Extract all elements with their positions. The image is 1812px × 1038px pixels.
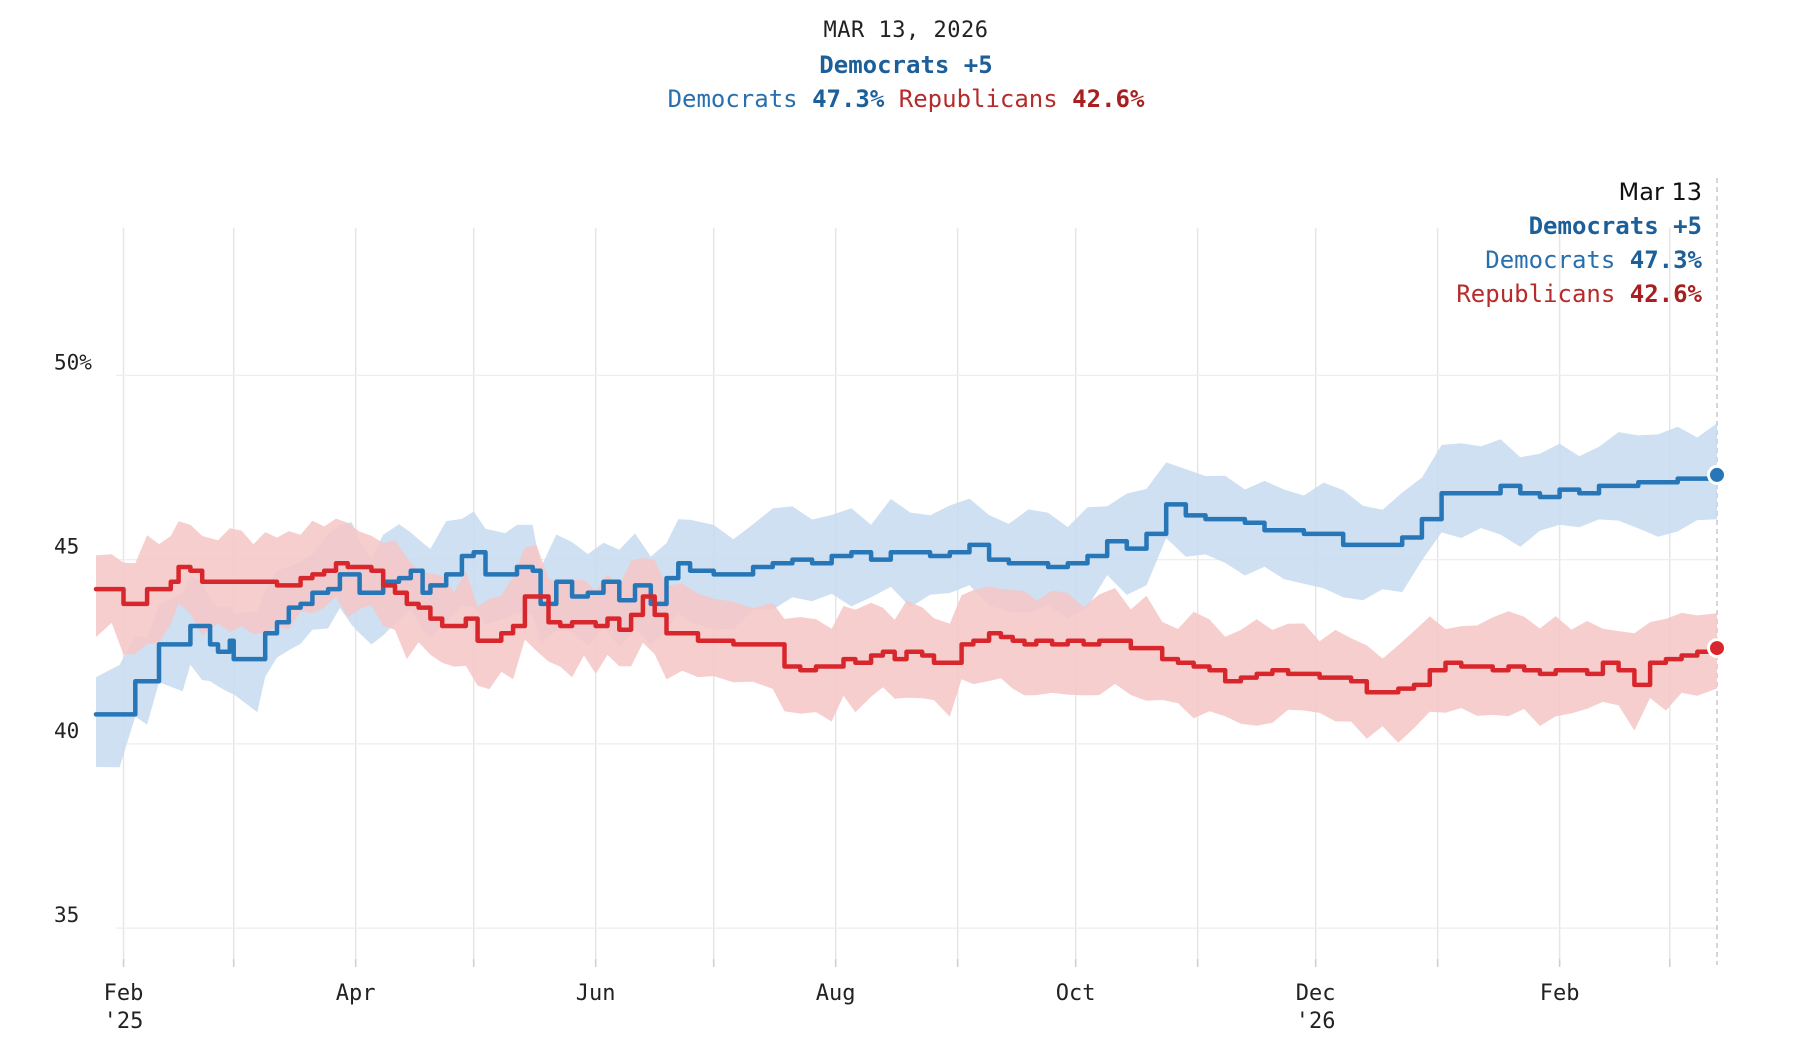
series-endpoint-rep (1707, 638, 1727, 659)
tooltip-rep-row: Republicans 42.6% (1456, 280, 1702, 308)
tooltip-dem-value: 47.3% (1629, 246, 1702, 274)
header-leader: Democrats +5 (819, 51, 993, 79)
x-tick-label-3: Aug (816, 981, 856, 1006)
header-rep-label: Republicans (898, 85, 1058, 113)
tooltip-leader: Democrats +5 (1528, 212, 1702, 240)
tooltip-rep-label: Republicans (1456, 280, 1616, 308)
x-tick-sublabel-0: '25 (104, 1009, 144, 1034)
series-band-rep (96, 518, 1717, 743)
y-tick-label-1: 45 (54, 535, 79, 559)
y-tick-label-2: 40 (54, 719, 79, 743)
x-tick-label-1: Apr (336, 981, 376, 1006)
tooltip-rep-value: 42.6% (1629, 280, 1702, 308)
header-dem-label: Democrats (667, 85, 798, 113)
series-endpoint-dem (1707, 464, 1727, 485)
tooltip-dem-label: Democrats (1485, 246, 1616, 274)
series-line-dem (93, 472, 1720, 717)
header-rep-value: 42.6% (1072, 85, 1145, 113)
tooltip-dem-row: Democrats 47.3% (1456, 246, 1702, 274)
x-tick-label-0: Feb (104, 981, 144, 1006)
y-tick-label-3: 35 (54, 903, 79, 927)
header-values: Democrats 47.3% Republicans 42.6% (0, 85, 1812, 113)
x-tick-label-6: Feb (1540, 981, 1580, 1006)
header-dem-value: 47.3% (812, 85, 885, 113)
hover-tooltip: Mar 13 Democrats +5 Democrats 47.3% Repu… (1456, 178, 1702, 308)
header-date: MAR 13, 2026 (823, 18, 989, 43)
series-band-dem (96, 423, 1717, 768)
chart-header: MAR 13, 2026 Democrats +5 Democrats 47.3… (0, 18, 1812, 113)
series-line-rep (93, 561, 1720, 695)
x-tick-sublabel-5: '26 (1296, 1009, 1336, 1034)
x-tick-label-5: Dec (1296, 981, 1336, 1006)
x-tick-label-2: Jun (576, 981, 616, 1006)
tooltip-date: Mar 13 (1618, 178, 1702, 206)
y-tick-label-0: 50% (54, 350, 92, 374)
x-tick-label-4: Oct (1056, 981, 1096, 1006)
